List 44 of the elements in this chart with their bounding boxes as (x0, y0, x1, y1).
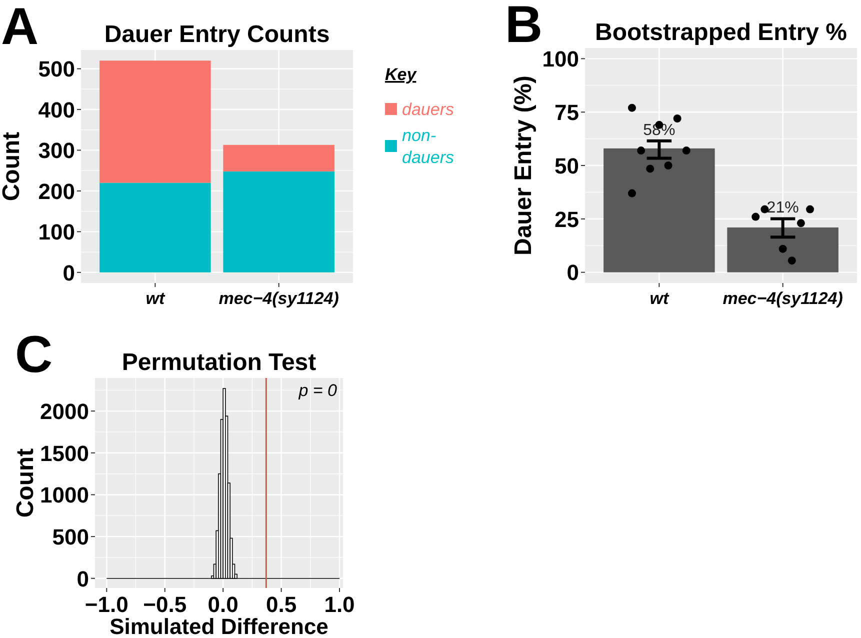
text: A (1, 0, 39, 56)
y-tick-label: 100 (542, 46, 579, 72)
y-axis-title: Count (0, 132, 25, 202)
bar (100, 60, 211, 183)
y-tick-label: 1000 (40, 482, 89, 508)
y-tick-label: 2000 (40, 398, 89, 424)
x-tick-label: mec−4(sy1124) (722, 289, 844, 308)
x-tick-label: wt (146, 289, 166, 308)
y-tick-label: 400 (38, 97, 75, 122)
y-tick-label: 1500 (40, 440, 89, 466)
legend-label: dauers (402, 100, 454, 120)
y-tick-label: 0 (566, 260, 579, 286)
bar (223, 171, 334, 272)
legend-label: non-dauers (402, 126, 454, 168)
y-tick-label: 100 (38, 220, 75, 245)
y-tick-label: 200 (38, 178, 75, 204)
text: C (15, 326, 53, 384)
legend-title: Key (385, 65, 418, 84)
y-tick-label: 75 (554, 100, 579, 126)
x-axis-title: Simulated Difference (110, 614, 328, 638)
bar (223, 144, 334, 172)
y-tick-label: 500 (52, 524, 89, 550)
y-tick-label: 300 (38, 138, 75, 164)
data-label: 21% (766, 200, 799, 217)
y-tick-label: 0 (76, 566, 89, 592)
y-tick-label: 0 (62, 260, 75, 286)
x-tick-label: −1.0 (84, 592, 128, 617)
y-tick-label: 500 (38, 56, 75, 82)
y-axis-title: Count (12, 448, 39, 518)
text: B (505, 0, 543, 54)
x-tick-label: wt (650, 289, 670, 308)
x-tick-label: 0.5 (266, 592, 297, 617)
y-axis-title: Dauer Entry (%) (510, 75, 537, 256)
bar (100, 182, 211, 272)
x-tick-label: 0.0 (208, 592, 238, 617)
chart-title: Permutation Test (122, 349, 316, 376)
x-tick-label: −0.5 (143, 592, 187, 617)
x-tick-label: 1.0 (324, 592, 355, 617)
chart-title: Dauer Entry Counts (104, 21, 330, 48)
x-tick-label: mec−4(sy1124) (218, 289, 340, 308)
chart-title: Bootstrapped Entry % (594, 19, 848, 46)
annotation: p = 0 (298, 381, 338, 400)
y-tick-label: 25 (554, 206, 579, 232)
y-tick-label: 50 (554, 153, 579, 178)
